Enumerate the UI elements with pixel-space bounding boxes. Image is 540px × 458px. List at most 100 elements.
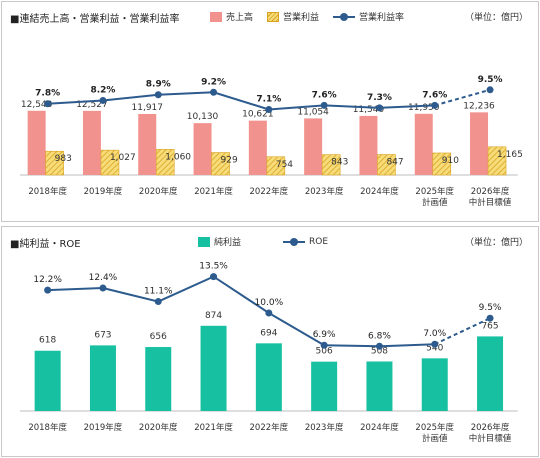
roe-data-label: 9.5% [479, 303, 502, 313]
chart2-unit-label: （単位：億円） [464, 238, 528, 248]
op-margin-data-label: 9.5% [478, 75, 503, 85]
legend-net-profit: 純利益 [198, 235, 241, 248]
op-profit-bar [266, 156, 286, 176]
sales-data-label: 12,236 [463, 101, 495, 111]
x-tick-label: 2025年度 [415, 186, 454, 197]
roe-point [265, 309, 273, 317]
chart1-legend: 売上高 営業利益 営業利益率 [210, 10, 404, 23]
legend-roe-label: ROE [309, 236, 329, 247]
op-profit-data-label: 910 [442, 156, 459, 166]
legend-op-margin-swatch [333, 12, 356, 22]
roe-point [154, 298, 162, 306]
x-tick-label: 2019年度 [84, 422, 123, 433]
sales-data-label: 10,621 [242, 110, 274, 120]
x-tick-label: 2023年度 [305, 422, 344, 433]
x-tick-label: 2024年度 [360, 186, 399, 197]
chart1-plot: 12,543 983 2018年度 12,527 1,027 2019年度 11,917 1,… [20, 75, 523, 208]
net-profit-data-label: 618 [39, 336, 56, 346]
x-tick-label: 2022年度 [250, 186, 289, 197]
op-profit-data-label: 1,027 [110, 153, 136, 163]
sales-data-label: 11,917 [132, 103, 164, 113]
op-profit-bar [155, 149, 175, 176]
op-profit-data-label: 1,165 [497, 150, 523, 160]
roe-data-label: 7.0% [423, 329, 446, 339]
sales-bar [359, 115, 378, 175]
net-profit-bar [34, 350, 61, 411]
roe-data-label: 10.0% [255, 298, 284, 308]
chart1-title: ■連結売上高・営業利益・営業利益率 [10, 14, 180, 25]
sales-bar [193, 123, 212, 175]
roe-point [431, 340, 439, 348]
op-margin-point [431, 101, 439, 109]
legend-op-profit: 営業利益 [267, 10, 319, 23]
op-profit-data-label: 1,060 [165, 152, 191, 162]
net-profit-bar [89, 345, 116, 411]
x-tick-label: 2021年度 [194, 186, 233, 197]
op-margin-point [44, 100, 52, 108]
op-margin-line [47, 91, 435, 111]
sales-profit-chart-panel: ■連結売上高・営業利益・営業利益率 売上高 営業利益 営業利益率 （単位：億円）… [1, 1, 539, 222]
roe-point [210, 273, 218, 281]
op-profit-bar [377, 154, 396, 176]
x-tick-label: 計画値 [422, 433, 448, 444]
net-profit-data-label: 765 [481, 321, 498, 331]
sales-bar [138, 113, 157, 175]
legend-op-margin: 営業利益率 [333, 10, 404, 23]
legend-op-margin-label: 営業利益率 [359, 13, 405, 23]
sales-bar [414, 113, 433, 175]
op-margin-data-label: 7.1% [256, 94, 281, 104]
net-profit-bar [145, 347, 172, 411]
roe-data-label: 12.4% [89, 273, 118, 283]
x-tick-label: 2026年度 [471, 422, 510, 433]
sales-bar [248, 120, 267, 175]
legend-net-profit-swatch [198, 236, 210, 247]
net-profit-data-label: 506 [316, 347, 333, 357]
net-profit-bar [477, 336, 504, 411]
op-margin-point [99, 96, 107, 104]
net-profit-bar [200, 325, 227, 411]
x-tick-label: 2018年度 [28, 422, 67, 433]
legend-op-profit-label: 営業利益 [283, 13, 320, 23]
sales-data-label: 12,543 [21, 100, 53, 110]
op-margin-data-label: 7.3% [367, 93, 392, 103]
op-margin-point [375, 104, 383, 112]
x-tick-label: 2022年度 [250, 422, 289, 433]
net-profit-data-label: 874 [205, 311, 222, 321]
op-margin-data-label: 7.8% [35, 89, 60, 99]
roe-point [99, 284, 107, 292]
sales-bar [27, 110, 46, 175]
sales-data-label: 11,054 [297, 107, 329, 117]
legend-net-profit-label: 純利益 [214, 238, 242, 248]
op-profit-bar [45, 150, 64, 176]
x-tick-label: 計画値 [422, 197, 448, 208]
op-profit-bar [100, 149, 120, 176]
roe-data-label: 6.8% [368, 331, 391, 341]
net-profit-data-label: 508 [371, 346, 388, 356]
sales-bar [470, 112, 489, 175]
chart2-title: ■純利益・ROE [10, 239, 81, 250]
net-profit-data-label: 694 [260, 328, 277, 338]
x-tick-label: 2020年度 [139, 422, 178, 433]
x-tick-label: 2023年度 [305, 186, 344, 197]
sales-bar [304, 118, 323, 175]
x-tick-label: 2020年度 [139, 186, 178, 197]
legend-sales-swatch [210, 11, 222, 22]
net-profit-bar [311, 361, 338, 411]
roe-point [320, 341, 328, 349]
op-margin-point [154, 91, 162, 99]
x-tick-label: 2021年度 [194, 422, 233, 433]
sales-data-label: 10,130 [187, 112, 219, 122]
op-profit-data-label: 847 [386, 158, 403, 168]
net-profit-roe-chart-panel: ■純利益・ROE 純利益 ROE （単位：億円） 618 2018年度 673 201… [1, 226, 539, 457]
roe-line-forecast [434, 317, 491, 346]
x-tick-label: 2019年度 [84, 186, 123, 197]
roe-point [375, 342, 383, 350]
net-profit-bar [255, 343, 282, 411]
net-profit-data-label: 540 [426, 343, 443, 353]
chart2-legend: 純利益 ROE [198, 235, 328, 248]
op-margin-data-label: 7.6% [422, 90, 447, 100]
roe-line [47, 275, 435, 348]
op-profit-bar [432, 152, 452, 176]
op-margin-point [210, 88, 218, 96]
op-margin-point [265, 105, 273, 113]
